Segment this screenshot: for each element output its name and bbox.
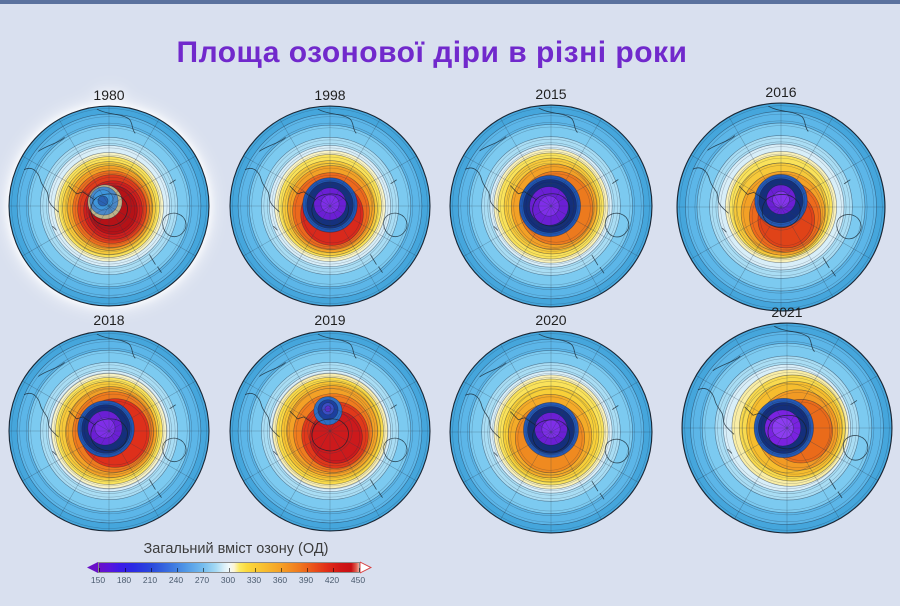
top-border (0, 0, 900, 4)
legend-tickmark (281, 568, 282, 572)
legend-tick-label: 450 (350, 575, 366, 585)
legend-tickmark (203, 568, 204, 572)
globe-graphic-1980 (8, 105, 210, 307)
map-year-label: 1998 (314, 87, 346, 103)
legend-tick-label: 300 (220, 575, 236, 585)
globe-graphic-1998 (229, 105, 431, 307)
legend-colorbar (98, 562, 360, 573)
legend-tick-label: 330 (246, 575, 262, 585)
map-year-label: 2019 (314, 312, 346, 328)
globe-graphic-2016 (676, 102, 886, 312)
legend-tickmark (125, 568, 126, 572)
ozone-map-2018: 2018 (8, 312, 210, 532)
legend-tick-label: 270 (194, 575, 210, 585)
legend-title: Загальний вміст озону (ОД) (143, 541, 329, 557)
legend: Загальний вміст озону (ОД) 150 180 210 240 2… (86, 541, 386, 593)
ozone-map-2016: 2016 (676, 84, 886, 312)
globe-graphic-2021 (681, 322, 893, 534)
legend-left-arrow-icon (87, 562, 98, 573)
legend-tick-label: 210 (142, 575, 158, 585)
page-title: Площа озонової діри в різні роки (176, 36, 688, 69)
map-year-label: 2021 (771, 304, 803, 320)
ozone-map-2015: 2015 (449, 86, 653, 308)
legend-tickmark (177, 568, 178, 572)
map-year-label: 1980 (93, 87, 125, 103)
ozone-map-2019: 2019 (229, 312, 431, 532)
map-year-label: 2020 (535, 312, 567, 328)
legend-tick-label: 360 (272, 575, 288, 585)
ozone-map-1980: 1980 (8, 87, 210, 307)
globe-graphic-2015 (449, 104, 653, 308)
legend-tick-label: 390 (298, 575, 314, 585)
ozone-map-2020: 2020 (449, 312, 653, 534)
ozone-map-2021: 2021 (681, 304, 893, 534)
legend-tick-labels: 150 180 210 240 270 300 330 360 390 420 450 (91, 575, 365, 587)
map-year-label: 2018 (93, 312, 125, 328)
globe-graphic-2020 (449, 330, 653, 534)
legend-tickmark (255, 568, 256, 572)
globe-graphic-2019 (229, 330, 431, 532)
legend-tickmark (229, 568, 230, 572)
map-year-label: 2015 (535, 86, 567, 102)
legend-tickmark (359, 568, 360, 572)
legend-tickmark (307, 568, 308, 572)
legend-tick-label: 180 (116, 575, 132, 585)
ozone-map-1998: 1998 (229, 87, 431, 307)
map-year-label: 2016 (765, 84, 797, 100)
legend-tick-label: 240 (168, 575, 184, 585)
legend-right-arrow-icon (360, 561, 372, 574)
legend-tickmark (151, 568, 152, 572)
globe-graphic-2018 (8, 330, 210, 532)
legend-tickmark (333, 568, 334, 572)
legend-tick-label: 420 (324, 575, 340, 585)
legend-colorbar-row (86, 561, 386, 574)
legend-tickmark (99, 568, 100, 572)
legend-tick-label: 150 (90, 575, 106, 585)
